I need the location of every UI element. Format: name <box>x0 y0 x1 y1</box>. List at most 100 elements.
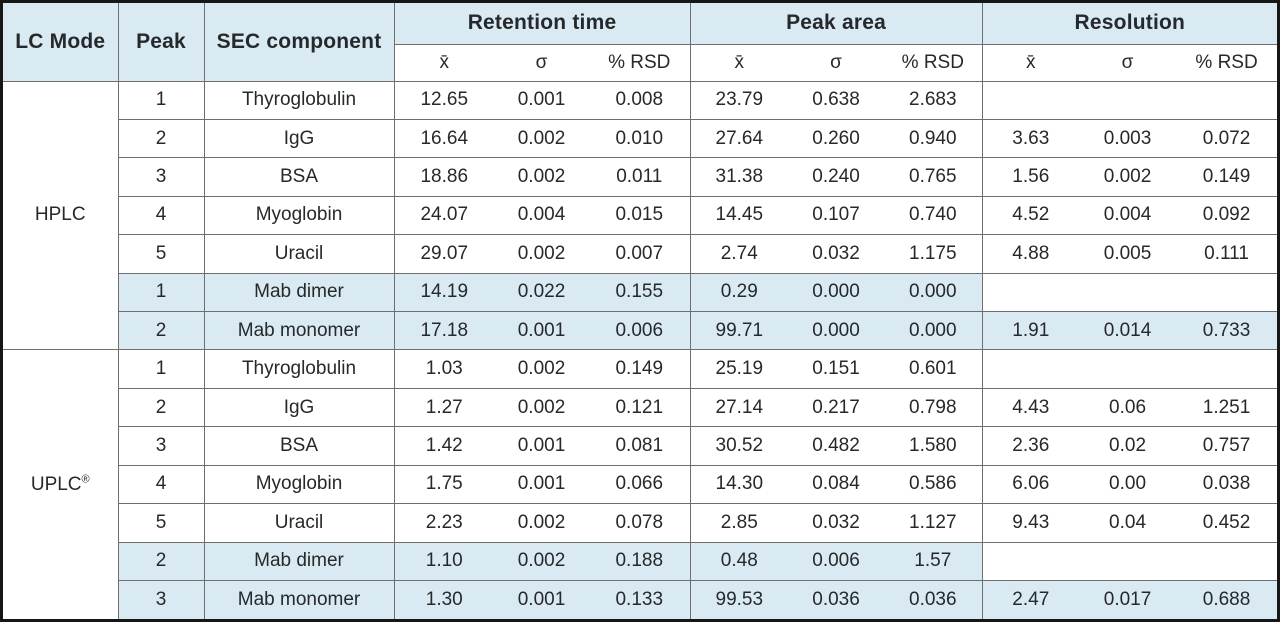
peak-cell: 3 <box>117 426 204 466</box>
peak-cell: 1 <box>117 349 204 389</box>
resolution-empty-cell <box>981 349 1278 389</box>
component-cell: Mab dimer <box>203 272 394 312</box>
resolution-value-cell: 0.002 <box>1079 157 1177 197</box>
table-row: 2 Mab dimer 1.10 0.002 0.188 0.48 0.006 1.57 <box>3 541 1278 581</box>
lc-mode-cell: UPLC® <box>3 349 118 619</box>
registered-trademark-mark: ® <box>81 473 90 486</box>
lc-mode-label: UPLC <box>30 473 82 495</box>
peak-area-value-cell: 25.19 <box>689 349 789 389</box>
peak-area-value-cell: 0.084 <box>788 464 885 504</box>
resolution-empty-cell <box>981 80 1278 120</box>
resolution-value-cell: 2.36 <box>981 426 1080 466</box>
peak-area-value-cell: 0.482 <box>788 426 885 466</box>
peak-area-value-cell: 0.638 <box>788 80 885 120</box>
resolution-value-cell: 0.014 <box>1079 311 1177 350</box>
table-row: 5 Uracil 29.07 0.002 0.007 2.74 0.032 1.175 4.88… <box>3 234 1278 274</box>
header-group-row: LC Mode Peak SEC component Retention tim… <box>3 3 1278 81</box>
resolution-empty-cell <box>981 272 1278 312</box>
retention-value-cell: 0.002 <box>494 157 589 197</box>
component-cell: Uracil <box>203 234 394 274</box>
table-row: HPLC 1 Thyroglobulin 12.65 0.001 0.008 23.79 0.… <box>3 80 1278 350</box>
retention-value-cell: 0.002 <box>494 503 589 543</box>
peak-cell: 4 <box>117 464 204 504</box>
col-header-lc-mode: LC Mode <box>3 3 118 81</box>
peak-cell: 3 <box>117 579 204 619</box>
resolution-value-cell: 0.02 <box>1079 426 1177 466</box>
resolution-value-cell: 1.251 <box>1176 387 1278 427</box>
peak-area-value-cell: 0.940 <box>884 118 983 158</box>
resolution-value-cell: 6.06 <box>981 464 1080 504</box>
peak-area-value-cell: 0.260 <box>788 118 885 158</box>
peak-cell: 1 <box>117 272 204 312</box>
resolution-value-cell: 0.149 <box>1176 157 1278 197</box>
peak-cell: 5 <box>117 503 204 543</box>
component-cell: Mab monomer <box>203 311 394 350</box>
retention-value-cell: 12.65 <box>393 80 494 120</box>
lc-mode-label: HPLC <box>34 204 86 226</box>
resolution-value-cell: 0.017 <box>1079 579 1177 619</box>
peak-cell: 1 <box>117 80 204 120</box>
resolution-value-cell: 0.00 <box>1079 464 1177 504</box>
table-row: 2 Mab monomer 17.18 0.001 0.006 99.71 0.000 0.0… <box>3 311 1278 350</box>
peak-area-value-cell: 30.52 <box>689 426 789 466</box>
peak-area-value-cell: 0.000 <box>884 272 983 312</box>
lc-mode-cell: HPLC <box>3 80 118 350</box>
resolution-value-cell: 0.072 <box>1176 118 1278 158</box>
col-header-peak: Peak <box>117 3 204 81</box>
table-row: 4 Myoglobin 24.07 0.004 0.015 14.45 0.107 0.740… <box>3 195 1278 235</box>
peak-area-value-cell: 31.38 <box>689 157 789 197</box>
component-cell: BSA <box>203 157 394 197</box>
peak-area-value-cell: 2.683 <box>884 80 983 120</box>
resolution-sigma-header: σ <box>1079 43 1177 81</box>
retention-value-cell: 17.18 <box>393 311 494 350</box>
resolution-empty-cell <box>981 541 1278 581</box>
retention-value-cell: 0.001 <box>494 80 589 120</box>
component-cell: Myoglobin <box>203 464 394 504</box>
peak-area-value-cell: 0.107 <box>788 195 885 235</box>
peak-area-value-cell: 0.217 <box>788 387 885 427</box>
retention-value-cell: 0.066 <box>589 464 691 504</box>
retention-value-cell: 18.86 <box>393 157 494 197</box>
peak-cell: 3 <box>117 157 204 197</box>
resolution-value-cell: 0.06 <box>1079 387 1177 427</box>
resolution-value-cell: 0.04 <box>1079 503 1177 543</box>
peak-cell: 2 <box>117 118 204 158</box>
peak-area-value-cell: 0.151 <box>788 349 885 389</box>
retention-value-cell: 0.015 <box>589 195 691 235</box>
resolution-value-cell: 9.43 <box>981 503 1080 543</box>
peak-area-value-cell: 0.601 <box>884 349 983 389</box>
peak-cell: 2 <box>117 311 204 350</box>
component-cell: BSA <box>203 426 394 466</box>
peak-area-value-cell: 0.032 <box>788 503 885 543</box>
retention-value-cell: 0.133 <box>589 579 691 619</box>
table-row: 2 IgG 16.64 0.002 0.010 27.64 0.260 0.940 3.63 0.… <box>3 118 1278 158</box>
resolution-mean-header: x̄ <box>981 43 1080 81</box>
component-cell: Thyroglobulin <box>203 349 394 389</box>
peak-area-value-cell: 0.032 <box>788 234 885 274</box>
peak-area-value-cell: 0.798 <box>884 387 983 427</box>
resolution-value-cell: 4.88 <box>981 234 1080 274</box>
retention-value-cell: 0.002 <box>494 234 589 274</box>
component-cell: Mab dimer <box>203 541 394 581</box>
retention-value-cell: 0.188 <box>589 541 691 581</box>
resolution-value-cell: 0.003 <box>1079 118 1177 158</box>
peak-area-value-cell: 14.30 <box>689 464 789 504</box>
resolution-value-cell: 4.52 <box>981 195 1080 235</box>
retention-value-cell: 0.001 <box>494 426 589 466</box>
peak-area-value-cell: 0.29 <box>689 272 789 312</box>
resolution-value-cell: 0.038 <box>1176 464 1278 504</box>
component-cell: Thyroglobulin <box>203 80 394 120</box>
col-header-sec-component: SEC component <box>203 3 394 81</box>
peak-area-value-cell: 2.85 <box>689 503 789 543</box>
peak-area-rsd-header: % RSD <box>884 43 983 81</box>
peak-area-value-cell: 23.79 <box>689 80 789 120</box>
table-row: 5 Uracil 2.23 0.002 0.078 2.85 0.032 1.127 9.43 0… <box>3 503 1278 543</box>
resolution-rsd-header: % RSD <box>1176 43 1278 81</box>
peak-cell: 2 <box>117 387 204 427</box>
retention-value-cell: 0.006 <box>589 311 691 350</box>
retention-value-cell: 0.149 <box>589 349 691 389</box>
table-row: 4 Myoglobin 1.75 0.001 0.066 14.30 0.084 0.586 6… <box>3 464 1278 504</box>
retention-value-cell: 1.03 <box>393 349 494 389</box>
peak-area-value-cell: 0.000 <box>788 311 885 350</box>
retention-value-cell: 0.078 <box>589 503 691 543</box>
